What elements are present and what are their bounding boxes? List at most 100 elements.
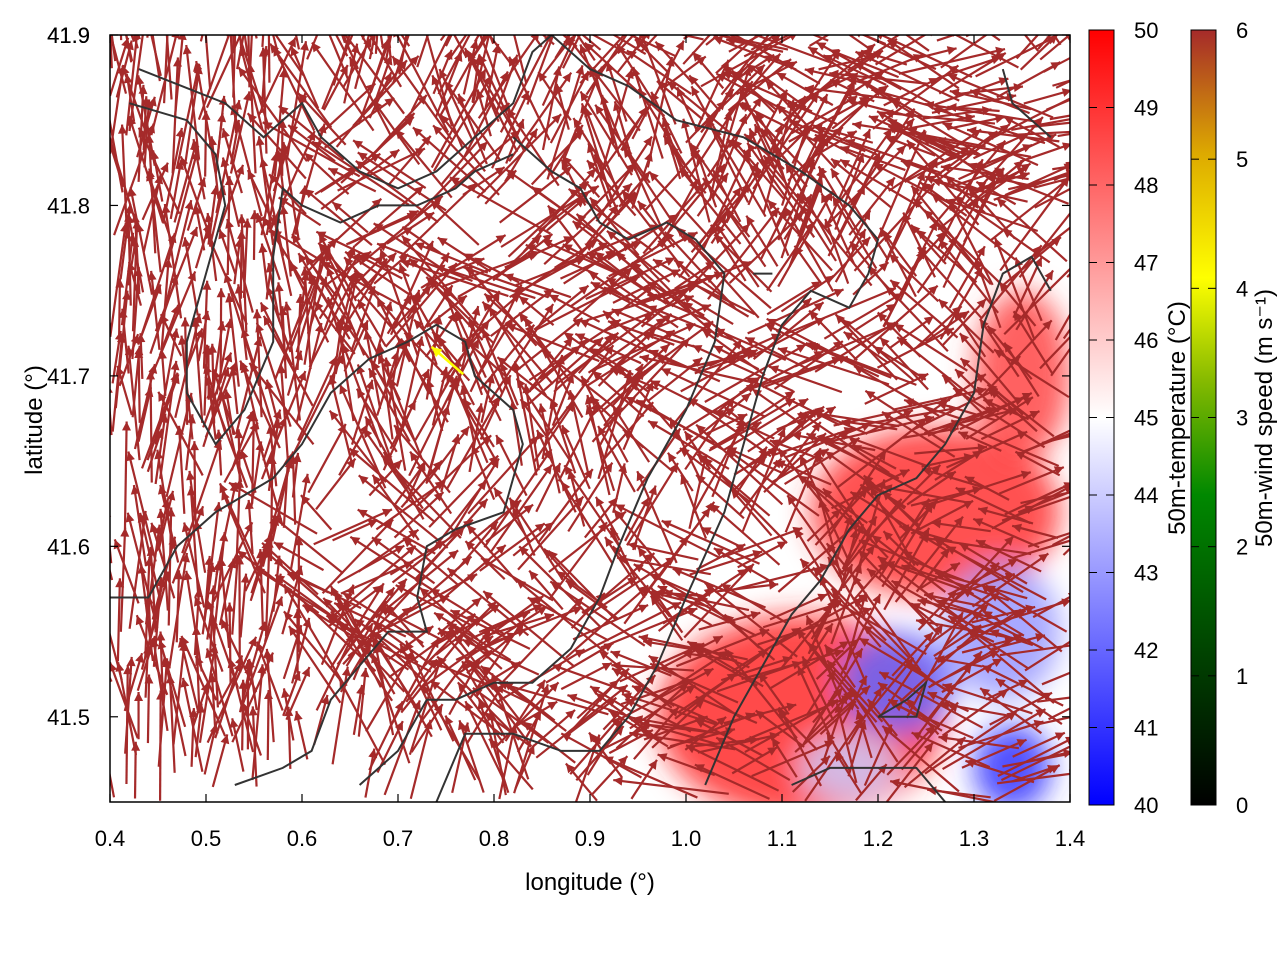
- wind-arrow: [369, 39, 390, 93]
- wind-arrow: [533, 401, 576, 463]
- contour-line: [128, 102, 514, 446]
- wind-arrow: [917, 597, 999, 620]
- wind-arrow: [723, 397, 809, 451]
- wind-arrow: [212, 369, 236, 436]
- wind-arrow: [926, 650, 983, 722]
- wind-arrow: [350, 379, 375, 445]
- wind-arrow: [805, 689, 854, 741]
- wind-arrow: [570, 35, 576, 41]
- wind-arrow: [263, 689, 273, 761]
- wind-arrow: [797, 474, 868, 524]
- wind-arrow: [884, 561, 971, 594]
- wind-arrow: [944, 603, 990, 647]
- wind-arrow: [618, 170, 651, 208]
- wind-arrow: [599, 68, 634, 179]
- wind-arrow: [914, 443, 988, 455]
- wind-arrow: [1012, 310, 1054, 374]
- wind-arrow: [604, 536, 646, 599]
- wind-arrow: [724, 406, 783, 455]
- wind-arrow: [575, 725, 625, 782]
- wind-arrow: [899, 524, 953, 543]
- wind-arrow: [919, 534, 1032, 556]
- x-tick-label: 0.8: [479, 826, 510, 851]
- wind-arrow: [556, 312, 654, 385]
- wind-arrow: [373, 222, 441, 269]
- wind-arrow: [888, 315, 935, 350]
- wind-arrow: [244, 499, 254, 555]
- wind-arrow: [1037, 35, 1052, 50]
- wind-arrow: [635, 271, 725, 304]
- wind-arrow: [221, 490, 266, 594]
- wind-arrow: [273, 541, 325, 572]
- wind-arrow: [190, 441, 200, 519]
- wind-arrow: [115, 40, 134, 98]
- wind-arrow: [679, 447, 752, 504]
- wind-arrow: [548, 510, 627, 573]
- wind-arrow: [972, 517, 1040, 549]
- wind-arrow: [560, 481, 614, 565]
- x-tick-label: 1.3: [959, 826, 990, 851]
- wind-arrow: [505, 168, 600, 237]
- wind-arrow: [127, 187, 141, 232]
- wind-arrow: [838, 127, 893, 203]
- wind-arrow: [612, 463, 628, 513]
- wind-arrow: [639, 35, 658, 53]
- wind-arrow: [557, 401, 600, 482]
- wind-arrow: [383, 699, 421, 796]
- wind-arrow: [400, 634, 464, 714]
- wind-arrow: [363, 35, 366, 36]
- wind-arrow: [513, 684, 550, 794]
- wind-arrow: [134, 691, 144, 740]
- wind-arrow: [898, 46, 1006, 75]
- wind-arrow: [831, 468, 910, 510]
- wind-arrow: [864, 372, 929, 405]
- wind-arrow: [360, 35, 374, 55]
- wind-arrow: [515, 700, 558, 727]
- wind-arrow: [1033, 177, 1070, 189]
- wind-arrow: [766, 280, 822, 316]
- y-tick-label: 41.7: [47, 364, 90, 389]
- wind-arrow: [537, 403, 561, 494]
- wind-arrow: [565, 762, 598, 802]
- wind-arrow: [900, 701, 959, 771]
- wind-arrow: [632, 485, 657, 551]
- wind-arrow: [958, 542, 1028, 585]
- wind-arrow: [866, 567, 939, 628]
- wind-arrow: [830, 563, 862, 645]
- wind-arrow: [608, 729, 654, 755]
- wind-arrow: [439, 35, 487, 117]
- wind-arrow: [1000, 236, 1062, 288]
- wind-arrow: [371, 474, 420, 541]
- wind-arrow: [743, 35, 792, 58]
- wind-arrow: [418, 635, 494, 691]
- wind-arrow: [110, 661, 139, 739]
- wind-arrow: [631, 684, 718, 724]
- wind-arrow: [535, 462, 562, 513]
- x-tick-label: 1.4: [1055, 826, 1086, 851]
- wind-arrow: [646, 56, 675, 168]
- wind-arrow: [161, 655, 187, 757]
- wind-arrow: [375, 549, 459, 619]
- wind-arrow: [358, 474, 449, 549]
- wind-arrow: [814, 321, 897, 373]
- wind-arrow: [313, 508, 393, 546]
- wind-arrow: [974, 258, 1002, 329]
- wind-arrow: [860, 49, 908, 66]
- wind-arrow: [771, 448, 830, 484]
- wind-arrow: [479, 35, 514, 119]
- wind-arrow: [508, 497, 564, 581]
- wind-arrow: [890, 99, 982, 156]
- colorbar-tick-label: 42: [1134, 638, 1158, 663]
- wind-arrow: [306, 35, 319, 60]
- wind-arrow: [814, 133, 858, 158]
- contour-line: [358, 136, 726, 786]
- wind-arrow: [1031, 121, 1070, 129]
- wind-arrow: [663, 231, 736, 309]
- wind-arrow: [110, 35, 113, 37]
- wind-arrow: [842, 318, 914, 381]
- wind-arrow: [942, 179, 995, 289]
- wind-arrow: [174, 570, 184, 643]
- wind-arrow: [965, 35, 971, 38]
- wind-arrow: [110, 116, 124, 193]
- wind-arrow: [785, 287, 897, 335]
